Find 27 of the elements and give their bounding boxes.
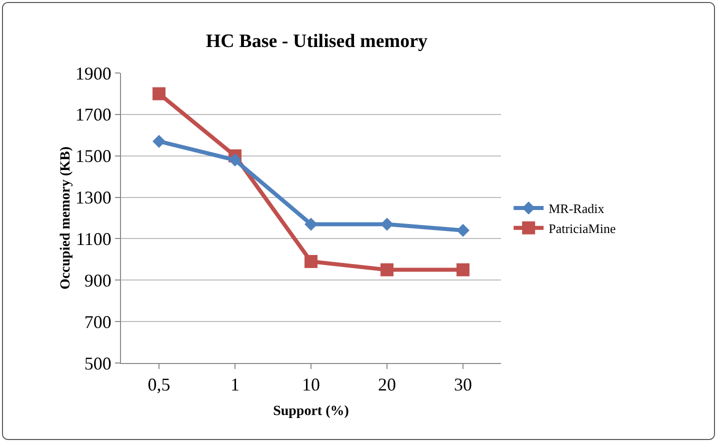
point (304, 218, 318, 231)
y-tick-label: 1300 (75, 188, 112, 208)
x-tick-label: 30 (454, 374, 472, 395)
legend-label: MR-Radix (548, 201, 605, 216)
y-tick-label: 1900 (75, 63, 112, 84)
x-tick-label: 1 (230, 374, 240, 395)
y-tick-label: 1700 (75, 104, 112, 125)
y-tick-label: 1100 (76, 229, 112, 250)
point (456, 224, 470, 237)
x-tick-label: 0,5 (148, 374, 170, 395)
point (152, 87, 166, 100)
x-tick-label: 20 (378, 374, 396, 395)
point (456, 263, 470, 276)
y-axis-title: Occupied memory (KB) (58, 146, 74, 290)
y-tick-label: 700 (84, 312, 112, 332)
point (228, 154, 242, 166)
x-axis-title: Support (%) (273, 404, 350, 419)
point (304, 255, 318, 268)
point (380, 263, 394, 276)
x-tick-label: 10 (302, 374, 320, 395)
legend-label: PatriciaMine (548, 220, 616, 236)
point (380, 218, 394, 231)
y-tick-label: 1500 (75, 146, 112, 166)
y-tick-label: 500 (84, 353, 112, 374)
y-tick-label: 900 (84, 270, 112, 290)
point (152, 134, 166, 148)
chart-title: HC Base - Utilised memory (206, 30, 428, 52)
